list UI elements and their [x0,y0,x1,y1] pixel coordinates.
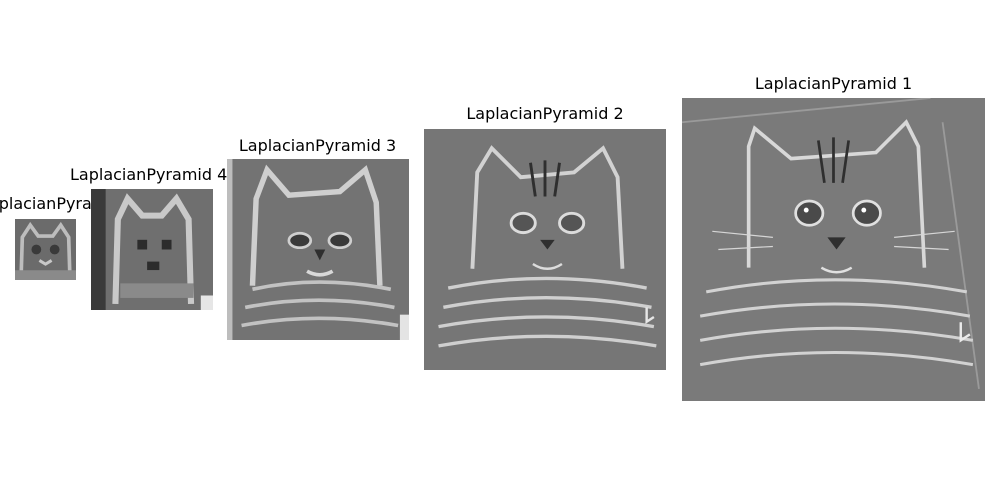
laplacian-image [682,98,985,401]
laplacian-image [424,129,666,370]
laplacian-image [227,159,409,340]
cat-image [91,189,213,310]
cat-image [15,219,76,280]
panel-title: LaplacianPyramid 1 [754,74,913,93]
cat-image [424,129,666,370]
laplacian-image [15,219,76,280]
cat-image [227,159,409,340]
panel-title: LaplacianPyramid 4 [70,165,228,184]
panel-title: LaplacianPyramid 3 [238,136,397,155]
panel-title: LaplacianPyramid 2 [466,104,624,123]
laplacian-image [91,189,213,310]
cat-image [682,98,985,401]
